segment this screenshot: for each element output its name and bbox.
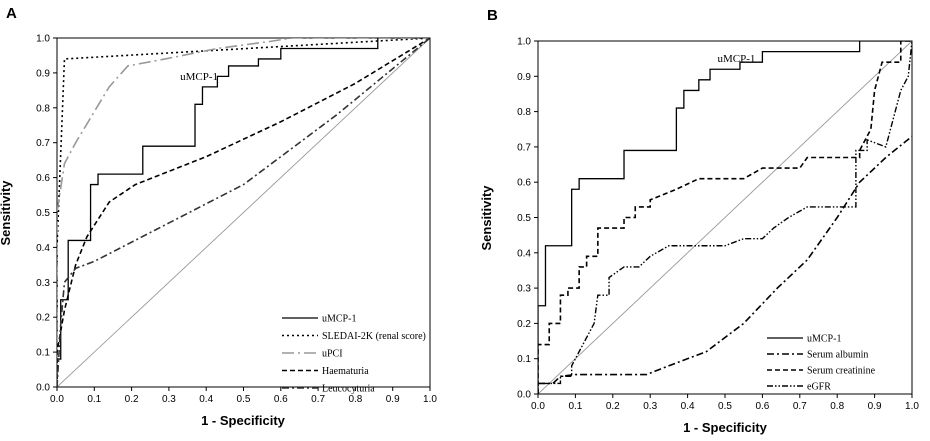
legend-label: uPCI bbox=[322, 349, 343, 360]
x-tick-label: 1.0 bbox=[905, 401, 919, 412]
y-tick-label: 0.1 bbox=[517, 354, 531, 365]
legend-label: Serum creatinine bbox=[807, 366, 876, 377]
series-line-serum-albumin bbox=[538, 135, 912, 385]
x-tick-label: 0.8 bbox=[830, 401, 844, 412]
legend-label: uMCP-1 bbox=[807, 334, 841, 345]
series-line-umcp-1 bbox=[57, 38, 430, 387]
y-tick-label: 0.1 bbox=[36, 348, 50, 359]
x-tick-label: 0.4 bbox=[681, 401, 695, 412]
x-tick-label: 0.4 bbox=[199, 394, 213, 405]
panel-label: B bbox=[487, 7, 498, 24]
legend-label: Haematuria bbox=[322, 366, 369, 377]
series-line-egfr bbox=[538, 41, 912, 394]
x-tick-label: 0.1 bbox=[87, 394, 101, 405]
y-tick-label: 1.0 bbox=[517, 37, 531, 48]
y-tick-label: 0.7 bbox=[517, 142, 531, 153]
curve-annotation: uMCP-1 bbox=[718, 53, 756, 65]
y-tick-label: 0.7 bbox=[36, 138, 50, 149]
y-tick-label: 0.0 bbox=[517, 390, 531, 401]
x-tick-label: 0.2 bbox=[606, 401, 620, 412]
y-tick-label: 0.5 bbox=[517, 213, 531, 224]
legend-label: SLEDAI-2K (renal score) bbox=[322, 331, 426, 342]
x-tick-label: 0.5 bbox=[718, 401, 732, 412]
y-tick-label: 0.6 bbox=[517, 178, 531, 189]
y-tick-label: 0.8 bbox=[517, 107, 531, 118]
x-tick-label: 0.8 bbox=[348, 394, 362, 405]
series-line-serum-creatinine bbox=[538, 41, 912, 394]
y-tick-label: 0.4 bbox=[36, 243, 50, 254]
reference-diagonal-line bbox=[57, 38, 430, 387]
x-tick-label: 0.2 bbox=[125, 394, 139, 405]
x-tick-label: 0.0 bbox=[50, 394, 64, 405]
x-tick-label: 0.7 bbox=[311, 394, 325, 405]
x-axis-title: 1 - Specificity bbox=[683, 420, 768, 435]
panel-b: B 0.0 0.1 0.2 0.3 0.4 0.5 0.6 0.7 0.8 0.9 1.0 0.0 0.1… bbox=[479, 7, 919, 435]
legend-label: Leucocyturia bbox=[322, 384, 375, 395]
x-tick-label: 0.9 bbox=[386, 394, 400, 405]
legend: uMCP-1 Serum albumin Serum creatinine eGFR bbox=[767, 334, 876, 393]
y-tick-label: 0.5 bbox=[36, 208, 50, 219]
x-tick-label: 0.1 bbox=[568, 401, 582, 412]
y-tick-label: 0.2 bbox=[36, 313, 50, 324]
legend: uMCP-1 SLEDAI-2K (renal score) uPCI Haematu… bbox=[282, 314, 426, 395]
series-line-sledai-2k-renal-score bbox=[57, 38, 430, 387]
y-tick-label: 0.9 bbox=[36, 68, 50, 79]
y-tick-label: 0.0 bbox=[36, 383, 50, 394]
series-line-leucocyturia bbox=[57, 38, 430, 387]
y-tick-label: 0.8 bbox=[36, 103, 50, 114]
series-line-upci bbox=[57, 38, 430, 387]
legend-label: uMCP-1 bbox=[322, 314, 356, 325]
y-tick-label: 0.6 bbox=[36, 173, 50, 184]
x-tick-label: 0.9 bbox=[868, 401, 882, 412]
reference-diagonal-line bbox=[538, 41, 912, 394]
legend-label: Serum albumin bbox=[807, 350, 868, 361]
x-tick-label: 0.3 bbox=[643, 401, 657, 412]
y-axis-title: Sensitivity bbox=[479, 185, 494, 251]
x-tick-label: 0.5 bbox=[237, 394, 251, 405]
plot-area bbox=[57, 38, 430, 387]
series-line-umcp-1 bbox=[538, 41, 912, 394]
legend-label: eGFR bbox=[807, 382, 831, 393]
plot-area bbox=[538, 41, 912, 394]
y-tick-label: 0.9 bbox=[517, 72, 531, 83]
y-tick-label: 0.3 bbox=[517, 284, 531, 295]
panel-label: A bbox=[6, 5, 17, 22]
y-tick-label: 0.2 bbox=[517, 319, 531, 330]
x-tick-label: 0.3 bbox=[162, 394, 176, 405]
series-line-haematuria bbox=[57, 38, 430, 387]
y-tick-label: 1.0 bbox=[36, 34, 50, 45]
x-axis-title: 1 - Specificity bbox=[201, 413, 286, 428]
y-tick-label: 0.4 bbox=[517, 248, 531, 259]
x-tick-label: 0.7 bbox=[793, 401, 807, 412]
x-tick-label: 0.6 bbox=[274, 394, 288, 405]
y-axis-title: Sensitivity bbox=[0, 180, 13, 246]
x-tick-label: 1.0 bbox=[423, 394, 437, 405]
x-tick-label: 0.0 bbox=[531, 401, 545, 412]
panel-a: A 0.0 0.1 0.2 0.3 0.4 0.5 0.6 0.7 0.8 0.9 1.0 0.0 0.1… bbox=[0, 5, 437, 428]
curve-annotation: uMCP-1 bbox=[180, 71, 218, 83]
y-tick-label: 0.3 bbox=[36, 278, 50, 289]
x-tick-label: 0.6 bbox=[755, 401, 769, 412]
